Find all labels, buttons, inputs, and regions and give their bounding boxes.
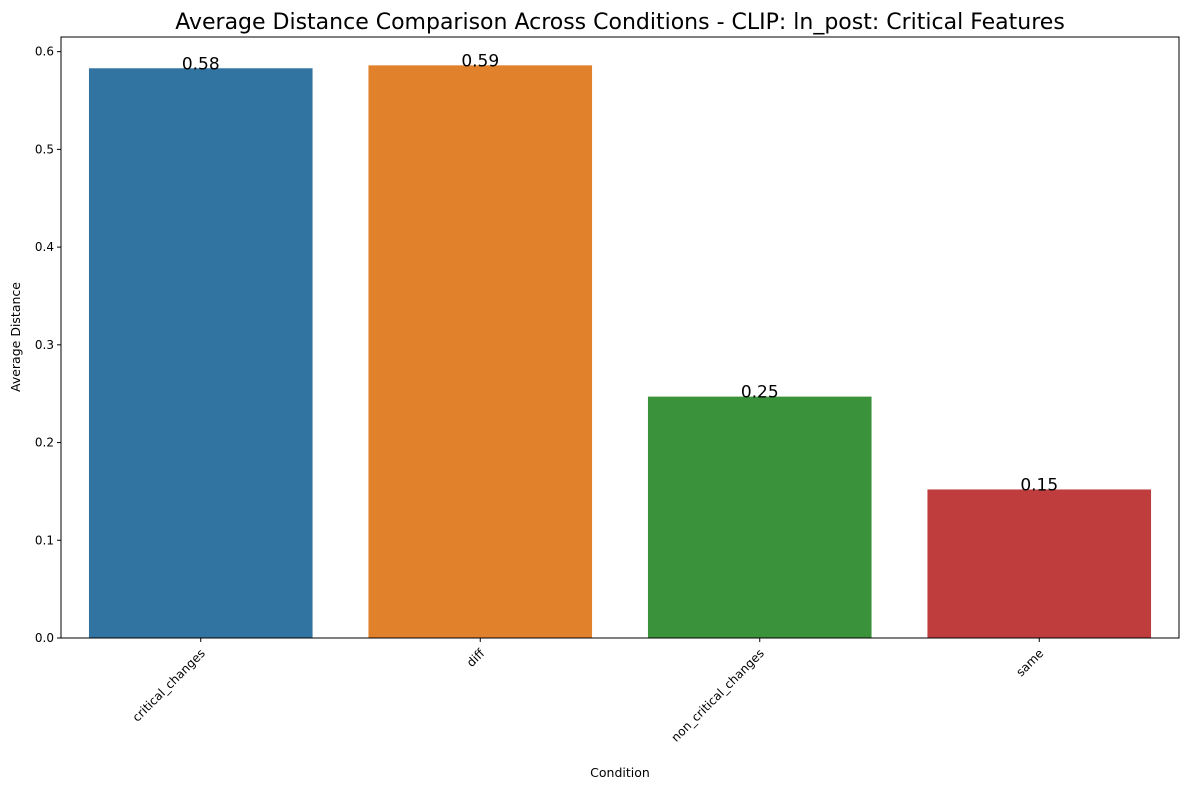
data-label-same: 0.15: [1020, 475, 1058, 495]
y-tick-label: 0.1: [35, 533, 54, 547]
x-tick-label-non-critical-changes: non_critical_changes: [668, 646, 766, 744]
bar-non-critical-changes: [647, 396, 872, 638]
x-axis-label: Condition: [590, 765, 650, 780]
data-label-critical-changes: 0.58: [182, 54, 220, 74]
x-tick-label-critical-changes: critical_changes: [130, 646, 208, 724]
bar-critical-changes: [88, 68, 313, 638]
x-tick-label-same: same: [1013, 646, 1046, 679]
y-tick-label: 0.3: [35, 338, 54, 352]
y-tick-label: 0.2: [35, 436, 54, 450]
y-tick-label: 0.5: [35, 142, 54, 156]
bar-diff: [368, 65, 593, 639]
chart-title: Average Distance Comparison Across Condi…: [175, 10, 1065, 35]
plot-area: 0.58 0.59 0.25 0.15 0.0 0.1 0.2 0.3 0.4 0.5 0.6 cri…: [35, 36, 1180, 745]
plot-frame: [60, 36, 1180, 639]
y-axis-label: Average Distance: [8, 282, 23, 392]
y-tick-label: 0.0: [35, 631, 54, 645]
y-tick-label: 0.4: [35, 240, 54, 254]
data-label-diff: 0.59: [461, 51, 499, 71]
x-tick-label-diff: diff: [464, 646, 488, 670]
y-tick-label: 0.6: [35, 45, 54, 59]
bar-same: [927, 489, 1152, 638]
data-label-non-critical-changes: 0.25: [741, 383, 779, 403]
